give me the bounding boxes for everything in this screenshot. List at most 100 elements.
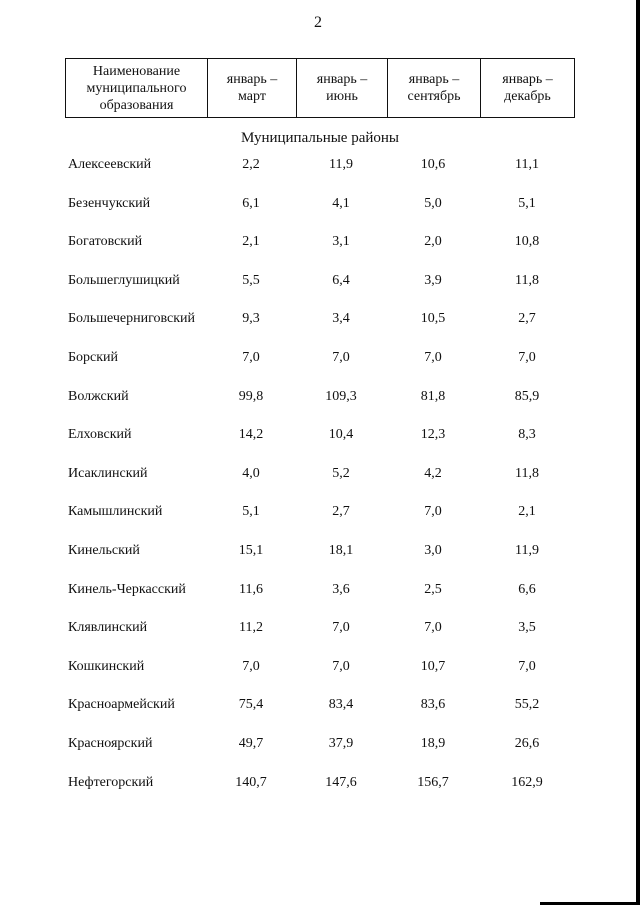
row-name: Кинель-Черкасский [68,581,186,597]
table-row: Богатовский 2,1 3,1 2,0 10,8 [0,234,640,273]
value-jan-sep: 10,6 [420,157,446,172]
value-jan-dec: 11,1 [515,157,539,172]
table-row: Красноармейский 75,4 83,4 83,6 55,2 [0,697,640,736]
value-jan-dec: 7,0 [518,658,536,674]
value-jan-jun: 37,9 [328,735,354,751]
row-name: Кошкинский [68,658,145,674]
value-jan-dec: 162,9 [511,774,543,790]
value-jan-sep: 5,0 [424,195,442,211]
page-number: 2 [314,14,322,31]
value-jan-mar: 99,8 [238,388,264,404]
value-jan-dec: 2,7 [518,311,536,327]
value-jan-jun: 7,0 [332,620,350,636]
table-row: Исаклинский 4,0 5,2 4,2 11,8 [0,466,640,505]
header-line: муниципального [86,80,187,96]
value-jan-jun: 7,0 [332,349,350,365]
value-jan-jun: 2,7 [332,504,350,520]
table-row: Алексеевский 2,2 11,9 10,6 11,1 [0,157,640,196]
table-row: Кошкинский 7,0 7,0 10,7 7,0 [0,659,640,698]
row-name: Кинельский [68,542,140,558]
row-name: Алексеевский [68,157,152,172]
value-jan-dec: 2,1 [518,504,536,520]
header-line: сентябрь [407,89,461,104]
value-jan-jun: 6,4 [332,272,350,288]
value-jan-mar: 140,7 [235,774,267,790]
header-row: Наименование муниципального образования … [65,58,575,118]
value-jan-jun: 7,0 [332,658,350,674]
header-line: март [238,89,266,104]
header-line: июнь [326,89,358,104]
row-name: Красноармейский [68,697,175,713]
header-jan-jun: январь – июнь [296,58,388,118]
value-jan-mar: 11,2 [239,620,263,636]
header-line: январь – [226,72,278,87]
row-name: Красноярский [68,735,153,751]
value-jan-dec: 6,6 [518,581,536,597]
value-jan-sep: 3,0 [424,542,442,558]
value-jan-jun: 4,1 [332,195,350,211]
table-row: Волжский 99,8 109,3 81,8 85,9 [0,389,640,428]
value-jan-sep: 4,2 [424,465,442,481]
value-jan-dec: 55,2 [514,697,540,713]
value-jan-mar: 75,4 [238,697,264,713]
value-jan-dec: 11,9 [515,542,539,558]
value-jan-mar: 14,2 [238,427,264,443]
header-line: Наименование [92,63,181,79]
value-jan-mar: 11,6 [239,581,263,597]
value-jan-jun: 83,4 [328,697,354,713]
value-jan-jun: 3,1 [332,234,350,250]
table-row: Нефтегорский 140,7 147,6 156,7 162,9 [0,775,640,814]
value-jan-sep: 10,5 [420,311,446,327]
value-jan-sep: 2,5 [424,581,442,597]
value-jan-sep: 83,6 [420,697,446,713]
value-jan-dec: 11,8 [515,465,539,481]
value-jan-sep: 10,7 [420,658,446,674]
value-jan-sep: 81,8 [420,388,446,404]
value-jan-dec: 5,1 [518,195,536,211]
value-jan-mar: 7,0 [242,349,260,365]
value-jan-jun: 3,6 [332,581,350,597]
table-row: Борский 7,0 7,0 7,0 7,0 [0,350,640,389]
table-row: Большечерниговский 9,3 3,4 10,5 2,7 [0,311,640,350]
row-name: Елховский [68,427,132,443]
table-row: Кинельский 15,1 18,1 3,0 11,9 [0,543,640,582]
value-jan-jun: 147,6 [325,774,357,790]
table-row: Большеглушицкий 5,5 6,4 3,9 11,8 [0,273,640,312]
value-jan-mar: 2,1 [242,234,260,250]
value-jan-mar: 49,7 [238,735,264,751]
value-jan-sep: 7,0 [424,504,442,520]
value-jan-jun: 11,9 [329,157,353,172]
value-jan-dec: 11,8 [515,272,539,288]
row-name: Клявлинский [68,620,148,636]
header-line: январь – [316,72,368,87]
row-name: Большеглушицкий [68,272,180,288]
row-name: Исаклинский [68,465,148,481]
value-jan-dec: 85,9 [514,388,540,404]
row-name: Камышлинский [68,504,163,520]
table-row: Безенчукский 6,1 4,1 5,0 5,1 [0,196,640,235]
value-jan-sep: 18,9 [420,735,446,751]
header-line: январь – [408,72,460,87]
page-edge-right [636,0,640,905]
table-row: Кинель-Черкасский 11,6 3,6 2,5 6,6 [0,582,640,621]
value-jan-mar: 2,2 [242,157,260,172]
value-jan-jun: 10,4 [328,427,354,443]
header-line: декабрь [504,89,551,104]
header-line: образования [99,97,174,113]
value-jan-mar: 6,1 [242,195,260,211]
value-jan-sep: 156,7 [417,774,449,790]
value-jan-sep: 7,0 [424,620,442,636]
value-jan-mar: 15,1 [238,542,264,558]
value-jan-sep: 12,3 [420,427,446,443]
header-municipality: Наименование муниципального образования [65,58,208,118]
row-name: Нефтегорский [68,774,154,790]
value-jan-mar: 5,1 [242,504,260,520]
value-jan-mar: 7,0 [242,658,260,674]
value-jan-jun: 18,1 [328,542,354,558]
header-jan-mar: январь – март [207,58,297,118]
value-jan-mar: 5,5 [242,272,260,288]
value-jan-dec: 8,3 [518,427,536,443]
value-jan-sep: 7,0 [424,349,442,365]
table-body: Алексеевский 2,2 11,9 10,6 11,1 Безенчук… [0,157,640,813]
value-jan-dec: 10,8 [514,234,540,250]
